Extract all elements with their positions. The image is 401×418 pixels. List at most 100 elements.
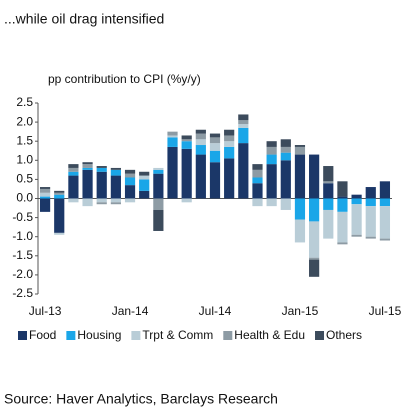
legend-label: Housing	[77, 328, 121, 342]
bar-segment	[96, 202, 107, 205]
bar-segment	[167, 131, 178, 136]
y-tick-label: -1.5	[12, 248, 33, 262]
bar-segment	[39, 188, 51, 193]
bar-segment	[68, 167, 79, 172]
bar-segment	[309, 259, 320, 277]
bar-segment	[337, 211, 348, 243]
bar-segment	[209, 133, 221, 138]
bar-segment	[294, 198, 306, 220]
bar-segment	[280, 198, 291, 210]
bar-segment	[365, 206, 376, 237]
bar-segment	[351, 198, 362, 205]
bar-segment	[323, 209, 334, 239]
bar-segment	[110, 202, 121, 205]
bar-segment	[351, 234, 362, 237]
y-tick-label: -1.0	[12, 229, 33, 243]
bar-segment	[379, 206, 391, 239]
bar-segment	[68, 171, 79, 176]
bar-segment	[280, 152, 291, 161]
bar-segment	[323, 181, 334, 184]
bar-segment	[153, 209, 164, 231]
bar-segment	[153, 167, 164, 170]
y-tick-label: 0.5	[16, 172, 33, 186]
bar-segment	[82, 198, 93, 207]
bar-segment	[96, 198, 107, 203]
legend-label: Health & Edu	[234, 328, 305, 342]
bar-segment	[280, 146, 291, 153]
bar-segment	[252, 177, 263, 184]
bar-segment	[68, 198, 79, 203]
bar-segment	[96, 167, 107, 172]
bar-segment	[195, 139, 206, 146]
bar-segment	[181, 135, 192, 140]
bar-segment	[280, 160, 291, 199]
bar-segment	[82, 164, 93, 168]
bar-segment	[96, 166, 107, 168]
bar-segment	[337, 181, 348, 197]
bar-segment	[54, 190, 65, 193]
bar-segment	[68, 175, 79, 199]
y-tick-label: 0.0	[16, 191, 33, 205]
bar-segment	[224, 129, 235, 136]
y-tick-label: 2.5	[16, 95, 33, 109]
bar-segment	[209, 143, 221, 151]
bar-segment	[209, 162, 221, 199]
bar-segment	[139, 175, 150, 180]
bar-segment	[294, 219, 306, 243]
bar-segment	[337, 242, 348, 245]
bar-segment	[139, 179, 150, 191]
bar-segment	[294, 154, 306, 199]
bar-segment	[238, 127, 249, 144]
y-tick-label: -2.5	[12, 286, 33, 300]
bar-segment	[252, 183, 263, 199]
bar-segment	[39, 192, 51, 197]
bar-segment	[365, 187, 376, 199]
bar-segment	[238, 114, 249, 121]
legend-swatch	[66, 331, 76, 340]
bar-segment	[224, 158, 235, 199]
bar-segment	[181, 139, 192, 142]
legend-label: Food	[29, 328, 56, 342]
bar-segment	[365, 198, 376, 207]
bar-segment	[195, 133, 206, 140]
bar-segment	[181, 141, 192, 149]
bar-segment	[82, 167, 93, 170]
y-tick-label: 1.5	[16, 133, 33, 147]
bar-segment	[54, 194, 65, 199]
bar-segment	[54, 198, 65, 233]
bar-segment	[181, 198, 192, 203]
bar-segment	[238, 143, 249, 199]
bar-segment	[224, 135, 235, 142]
legend-label: Trpt & Comm	[142, 328, 213, 342]
bar-segment	[323, 183, 334, 199]
bar-segment	[379, 181, 391, 199]
bar-segment	[309, 257, 320, 260]
bar-segment	[252, 164, 263, 170]
bar-segment	[167, 135, 178, 138]
bar-segment	[309, 154, 320, 199]
bar-segment	[337, 198, 348, 212]
axis-label: pp contribution to CPI (%y/y)	[48, 72, 201, 86]
bar-segment	[153, 173, 164, 199]
x-tick-label: Jan-15	[282, 304, 319, 318]
bar-segment	[280, 139, 291, 147]
bar-segment	[238, 124, 249, 128]
legend-label: Others	[326, 328, 362, 342]
bar-segment	[167, 146, 178, 199]
bar-segment	[124, 185, 136, 199]
bar-segment	[39, 187, 51, 189]
bar-segment	[266, 141, 277, 147]
bar-segment	[209, 137, 221, 144]
bar-segment	[224, 146, 235, 159]
bar-segment	[139, 171, 150, 176]
chart-title: ...while oil drag intensified	[4, 11, 164, 27]
bar-segment	[110, 198, 121, 203]
bar-segment	[351, 204, 362, 235]
y-tick-label: 2.0	[16, 114, 33, 128]
bar-segment	[124, 169, 136, 174]
bar-segment	[365, 236, 376, 239]
y-tick-label: 1.0	[16, 152, 33, 166]
bar-segment	[379, 238, 391, 241]
bar-segment	[110, 169, 121, 176]
